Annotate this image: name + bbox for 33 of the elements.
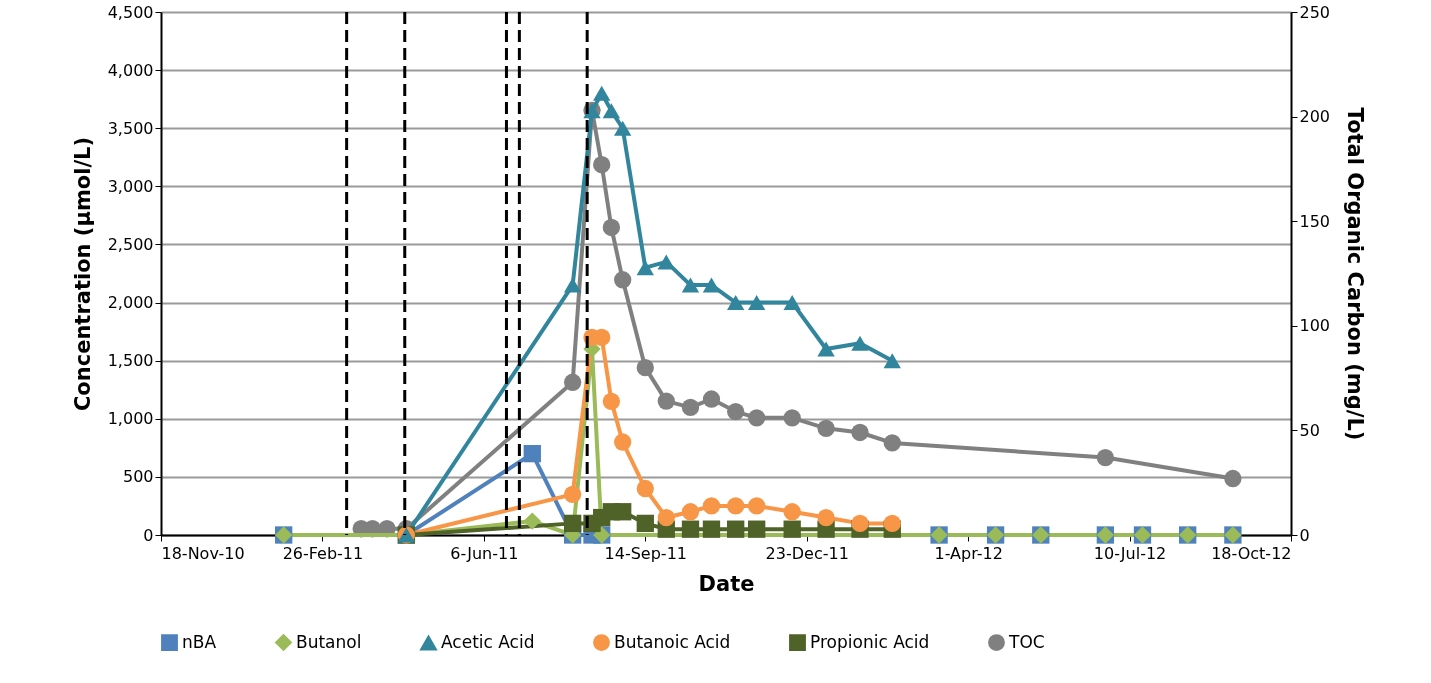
y-tick-label: 3,000 (107, 176, 154, 196)
x-tick-label: 18-Nov-10 (161, 543, 245, 563)
y2-tick-label: 100 (1299, 316, 1331, 336)
y-tick-label: 4,500 (107, 2, 154, 22)
x-tick-label: 6-Jun-11 (450, 543, 519, 563)
y-tick-label: 500 (122, 467, 154, 487)
x-tick-label: 26-Feb-11 (282, 543, 364, 563)
x-tick-label: 23-Dec-11 (765, 543, 849, 563)
legend-label: TOC (1008, 631, 1045, 652)
legend-label: Butanoic Acid (614, 631, 731, 652)
x-tick-label: 18-Oct-12 (1211, 543, 1292, 563)
x-tick-label: 10-Jul-12 (1093, 543, 1167, 563)
y2-tick-label: 50 (1299, 420, 1320, 440)
legend-label: Propionic Acid (810, 631, 930, 652)
y-axis-title: Concentration (µmol/L) (70, 136, 95, 412)
y-tick-label: 2,500 (107, 234, 154, 254)
y2-axis-title: Total Organic Carbon (mg/L) (1343, 107, 1368, 441)
y-tick-label: 1,000 (107, 409, 154, 429)
y-tick-label: 4,000 (107, 60, 154, 80)
x-axis-title: Date (698, 571, 755, 596)
legend-label: nBA (182, 631, 217, 652)
y-tick-label: 2,000 (107, 293, 154, 313)
y2-tick-label: 200 (1299, 107, 1331, 127)
y2-tick-label: 0 (1299, 525, 1310, 545)
y2-tick-label: 250 (1299, 2, 1331, 22)
legend-label: Butanol (296, 631, 362, 652)
y-tick-label: 3,500 (107, 118, 154, 138)
y2-tick-label: 150 (1299, 211, 1331, 231)
y-tick-label: 1,500 (107, 351, 154, 371)
legend-label: Acetic Acid (441, 632, 535, 653)
y-tick-label: 0 (143, 525, 154, 545)
x-tick-label: 1-Apr-12 (934, 543, 1003, 563)
x-tick-label: 14-Sep-11 (604, 543, 687, 563)
